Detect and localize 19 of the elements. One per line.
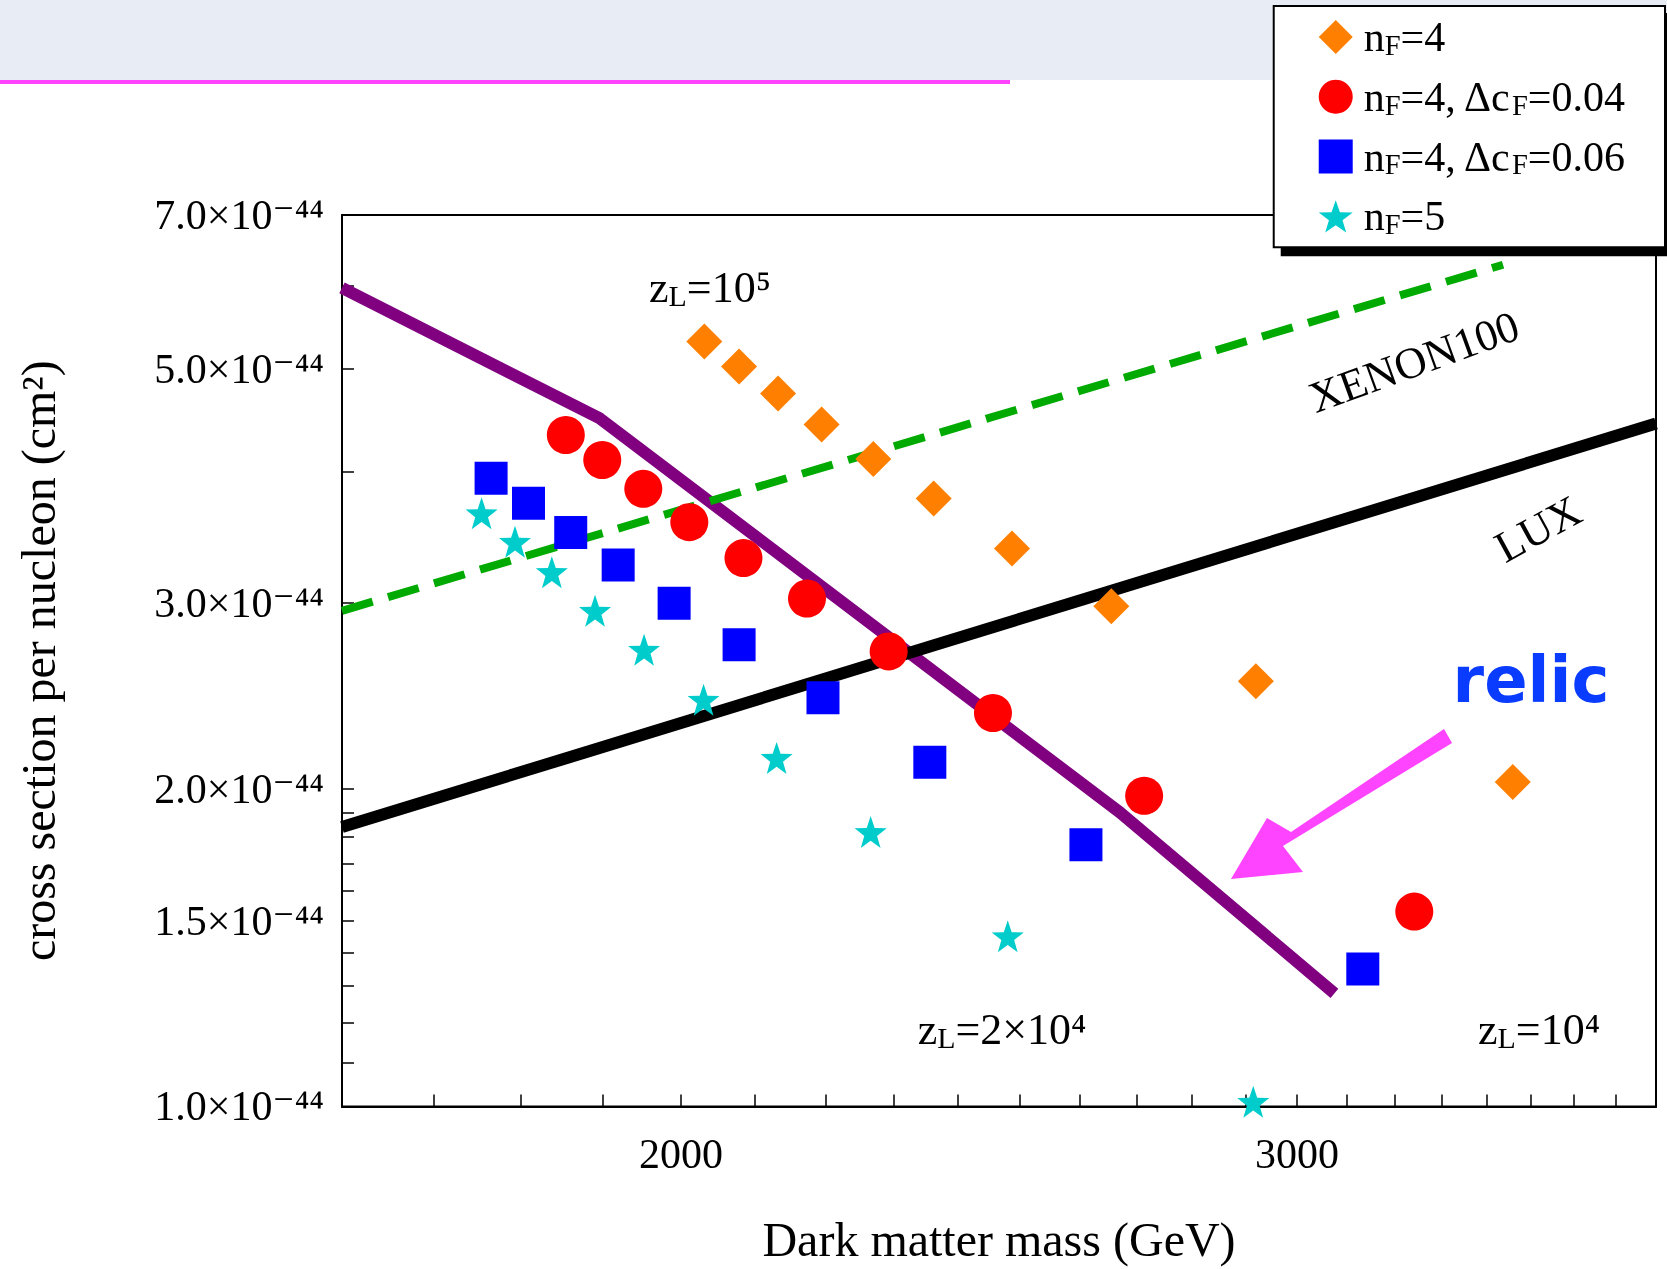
annotation: zL=10⁴ xyxy=(1478,1004,1600,1055)
legend-label: nF=5 xyxy=(1363,193,1446,241)
y-tick-label: 7.0×10⁻⁴⁴ xyxy=(154,192,324,238)
x-tick-label: 3000 xyxy=(1254,1130,1339,1177)
y-tick-label: 1.5×10⁻⁴⁴ xyxy=(154,897,324,944)
annotation: relic xyxy=(1452,643,1610,717)
legend-label: nF=4, ΔcF=0.06 xyxy=(1363,133,1625,181)
x-axis-title: Dark matter mass (GeV) xyxy=(762,1213,1236,1268)
legend-label: nF=4, ΔcF=0.04 xyxy=(1363,73,1625,121)
x-tick-label: 2000 xyxy=(638,1130,723,1177)
legend-label: nF=4 xyxy=(1363,13,1446,61)
annotation: LUX xyxy=(1486,485,1590,573)
y-tick-label: 5.0×10⁻⁴⁴ xyxy=(154,346,324,393)
annotation: zL=2×10⁴ xyxy=(917,1004,1087,1055)
y-tick-label: 1.0×10⁻⁴⁴ xyxy=(154,1083,324,1130)
y-axis-title: cross section per nucleon (cm²) xyxy=(11,360,66,962)
annotation: zL=10⁵ xyxy=(649,262,771,313)
y-tick-label: 3.0×10⁻⁴⁴ xyxy=(154,580,324,627)
y-tick-label: 2.0×10⁻⁴⁴ xyxy=(154,765,324,812)
